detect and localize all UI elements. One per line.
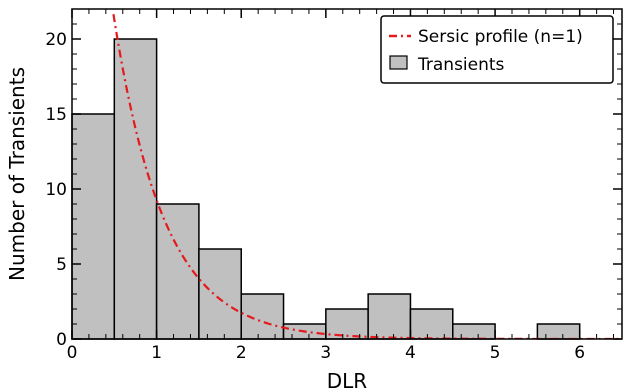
x-tick-label-6: 6	[574, 343, 585, 363]
x-axis-ticks: 0 1 2 3 4 5 6	[67, 9, 615, 363]
x-tick-label-1: 1	[151, 343, 162, 363]
histogram-bar-7	[367, 293, 412, 340]
y-axis-label: Number of Transients	[5, 67, 29, 281]
histogram-bar-9	[452, 323, 496, 340]
y-tick-label-10: 10	[45, 180, 67, 200]
legend: Sersic profile (n=1) Transients	[380, 15, 614, 84]
histogram-bar-8	[409, 308, 454, 340]
x-tick-label-5: 5	[490, 343, 501, 363]
x-tick-label-0: 0	[67, 343, 78, 363]
histogram-bar-1	[113, 38, 158, 340]
x-tick-label-3: 3	[320, 343, 331, 363]
y-tick-label-15: 15	[45, 105, 67, 125]
y-tick-label-20: 20	[45, 30, 67, 50]
legend-sersic-label: Sersic profile (n=1)	[418, 27, 583, 47]
histogram-bars	[71, 38, 581, 340]
x-axis-label: DLR	[327, 369, 368, 392]
legend-transients-swatch	[389, 55, 408, 70]
y-tick-label-0: 0	[56, 330, 67, 350]
x-tick-label-4: 4	[405, 343, 416, 363]
legend-frame	[380, 15, 614, 84]
x-tick-label-2: 2	[236, 343, 247, 363]
y-tick-label-5: 5	[56, 255, 67, 275]
y-axis-ticks: 0 5 10 15 20	[45, 23, 622, 350]
histogram-bar-6	[325, 308, 369, 340]
histogram-bar-11	[536, 323, 581, 340]
legend-transients-label: Transients	[417, 55, 505, 75]
histogram-bar-3	[198, 248, 242, 340]
histogram-bar-0	[71, 113, 116, 340]
